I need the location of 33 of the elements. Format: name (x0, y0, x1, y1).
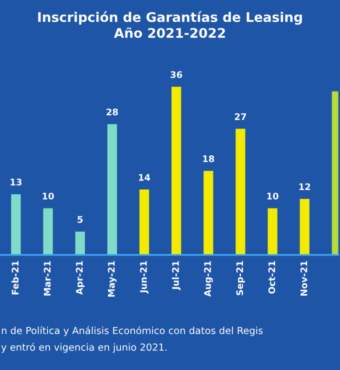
x-tick-label: Aug-21 (204, 261, 213, 297)
x-tick-label: Nov-21 (300, 261, 308, 296)
x-tick-label: Feb-21 (12, 261, 19, 294)
bar (204, 170, 214, 255)
bar (268, 208, 278, 255)
data-label: 10 (42, 192, 54, 200)
data-label: 36 (170, 71, 182, 78)
data-label: 12 (299, 183, 310, 190)
text: n de Política y Análisis Económico con datos del Regis (2, 326, 263, 336)
data-label: 13 (10, 178, 22, 186)
bar (75, 232, 85, 255)
text: y entró en vigencia en junio 2021. (1, 342, 167, 353)
data-label: 14 (138, 174, 150, 181)
bar (300, 198, 310, 255)
data-label: 28 (106, 108, 118, 116)
data-label: 18 (203, 155, 214, 162)
bar (43, 208, 53, 255)
bar (236, 128, 246, 255)
chart-title: Inscripción de Garantías de Leasing Año 2021-2022 (38, 11, 302, 38)
x-tick-label: Jun-21 (140, 261, 149, 294)
x-tick-label: May-21 (108, 261, 117, 297)
bar (11, 194, 21, 255)
bar (139, 190, 150, 255)
data-label: 5 (78, 216, 83, 223)
x-tick-label: Mar-21 (44, 261, 51, 296)
x-tick-label: Apr-21 (76, 261, 84, 295)
x-tick-label: Sep-21 (236, 261, 245, 296)
bar (107, 124, 117, 255)
data-label: 10 (267, 192, 278, 200)
x-tick-label: Oct-21 (268, 261, 276, 294)
bar (172, 86, 182, 255)
x-tick-label: Jul-21 (172, 261, 181, 290)
data-label: 27 (234, 113, 246, 120)
